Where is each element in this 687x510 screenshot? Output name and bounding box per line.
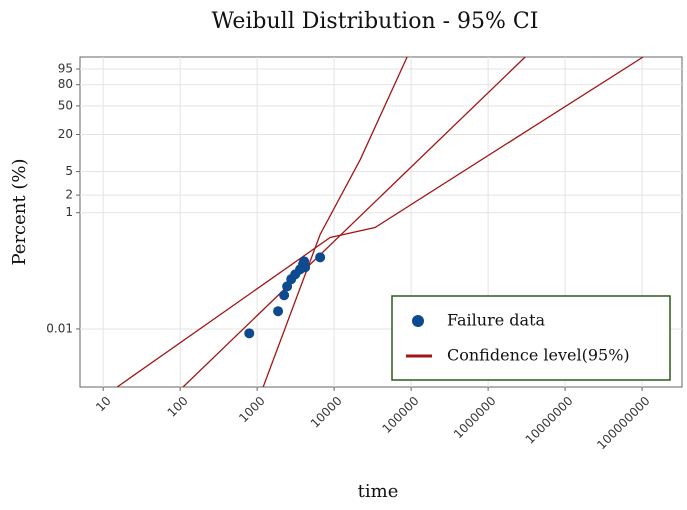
legend: Failure data Confidence level(95%) xyxy=(391,295,671,381)
data-point xyxy=(244,328,255,339)
y-tick-label: 5 xyxy=(65,164,73,178)
x-tick-label: 10 xyxy=(93,394,114,415)
x-tick-label: 100 xyxy=(165,394,191,420)
y-axis-label: Percent (%) xyxy=(9,159,30,266)
data-point xyxy=(279,290,290,301)
legend-box xyxy=(391,295,671,381)
y-tick-label: 20 xyxy=(58,127,73,141)
legend-label: Confidence level(95%) xyxy=(447,346,630,365)
confidence-line xyxy=(262,57,408,387)
y-tick-label: 1 xyxy=(65,205,73,219)
x-tick-label: 100000 xyxy=(379,394,421,436)
confidence-line xyxy=(116,57,644,387)
y-tick-label: 0.01 xyxy=(46,321,73,335)
x-tick-label: 10000 xyxy=(308,394,345,431)
y-tick-label: 80 xyxy=(58,77,73,91)
chart-title: Weibull Distribution - 95% CI xyxy=(212,9,539,34)
data-point xyxy=(315,252,326,263)
data-point xyxy=(300,262,311,273)
confidence-line xyxy=(182,57,526,387)
x-tick-label: 10000000 xyxy=(523,394,576,447)
legend-marker xyxy=(412,315,424,327)
x-tick-label: 1000000 xyxy=(451,394,499,442)
y-tick-label: 95 xyxy=(58,62,73,76)
x-axis-label: time xyxy=(358,481,399,502)
x-tick-label: 1000 xyxy=(236,394,267,425)
x-tick-label: 100000000 xyxy=(594,394,652,452)
y-tick-label: 50 xyxy=(58,98,73,112)
data-point xyxy=(273,306,284,317)
legend-label: Failure data xyxy=(447,311,546,330)
data-point xyxy=(282,281,293,292)
y-tick-label: 2 xyxy=(65,188,73,202)
